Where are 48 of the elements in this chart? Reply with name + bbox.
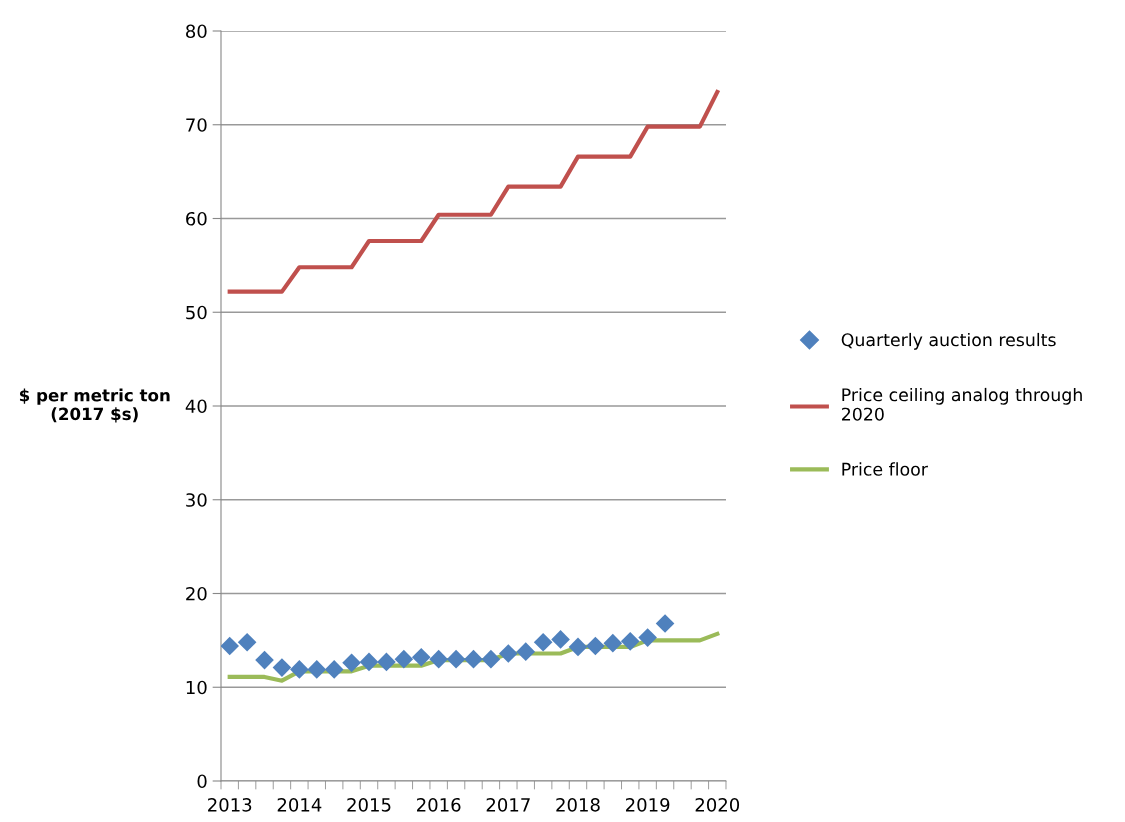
point	[290, 660, 309, 679]
x-tick-label: 2017	[486, 797, 530, 812]
point	[255, 650, 274, 670]
point	[324, 660, 344, 679]
point	[638, 628, 657, 647]
legend-label: Quarterly auction results	[841, 332, 1056, 350]
point	[359, 652, 379, 672]
point	[307, 660, 327, 679]
legend-label: Price floor	[842, 462, 928, 476]
y-tick-label: 70	[186, 118, 207, 132]
point	[429, 649, 448, 669]
y-tick-label: 60	[186, 211, 207, 226]
y-tick-label: 50	[186, 305, 207, 320]
point	[342, 653, 361, 673]
y-tick-label: 0	[197, 774, 207, 789]
x-tick-label: 2013	[208, 797, 252, 812]
point	[377, 652, 396, 672]
point	[481, 649, 501, 669]
legend-label: Price ceiling analog through 2020	[842, 387, 1082, 421]
y-tick-label: 80	[186, 24, 207, 39]
y-axis-title: $ per metric ton (2017 $s)	[19, 388, 170, 423]
line-series	[227, 89, 720, 294]
point	[516, 642, 536, 661]
point	[411, 647, 431, 667]
y-tick-label: 40	[185, 399, 207, 414]
point	[551, 630, 570, 649]
point	[464, 649, 483, 669]
y-tick-label: 30	[186, 493, 207, 507]
point	[620, 632, 640, 651]
x-tick-label: 2019	[625, 797, 670, 812]
point	[221, 636, 240, 656]
point	[394, 649, 414, 669]
point	[568, 637, 588, 657]
x-tick-label: 2014	[277, 797, 322, 812]
x-tick-label: 2016	[417, 797, 461, 812]
point	[446, 649, 466, 669]
point	[603, 633, 623, 653]
point	[237, 632, 257, 652]
x-tick-label: 2018	[556, 797, 600, 812]
x-tick-label: 2015	[347, 797, 391, 812]
point	[655, 614, 675, 633]
x-tick-label: 2020	[695, 797, 740, 812]
y-tick-label: 20	[186, 586, 207, 601]
y-tick-label: 10	[186, 680, 207, 695]
point	[272, 658, 292, 677]
point	[499, 644, 518, 663]
point	[533, 632, 553, 652]
point	[586, 636, 605, 656]
